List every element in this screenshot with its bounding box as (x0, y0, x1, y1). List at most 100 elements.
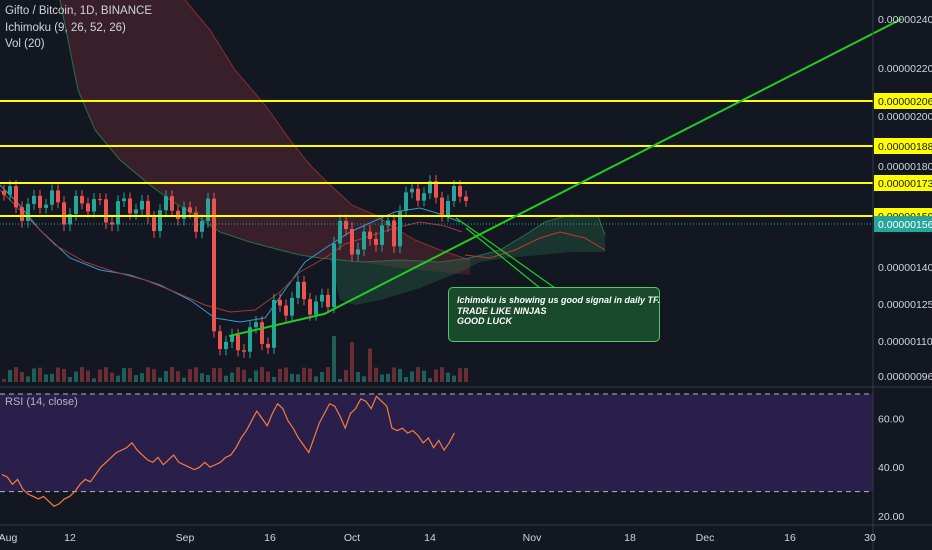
ichimoku-legend[interactable]: Ichimoku (9, 26, 52, 26) (5, 21, 126, 34)
volume-bar (242, 369, 246, 382)
volume-bar (452, 375, 456, 382)
candle-body (32, 195, 36, 204)
volume-legend[interactable]: Vol (20) (5, 38, 45, 50)
level-price-label: 0.00000206 (878, 96, 932, 108)
last-price-badge (874, 216, 932, 233)
time-tick-label: 14 (424, 532, 436, 544)
level-price-badge (874, 93, 932, 109)
volume-bar (386, 373, 390, 382)
volume-bar (230, 372, 234, 382)
candle-body (26, 203, 30, 221)
candle-body (362, 231, 366, 250)
annotation-callout[interactable]: Ichimoku is showing us good signal in da… (448, 287, 660, 342)
volume-bar (182, 377, 186, 382)
symbol-title[interactable]: Gifto / Bitcoin, 1D, BINANCE (5, 5, 152, 17)
candle-body (122, 198, 126, 202)
time-tick-label: Nov (523, 532, 542, 544)
volume-bar (392, 367, 396, 382)
candle-body (266, 343, 270, 348)
trendline[interactable] (228, 18, 902, 338)
candle-body (416, 188, 420, 201)
volume-bar (104, 367, 108, 382)
candle-body (386, 220, 390, 226)
callout-pointer (465, 227, 541, 289)
volume-bar (458, 368, 462, 382)
volume-bar (302, 367, 306, 382)
time-tick-label: 12 (64, 532, 76, 544)
volume-bar (236, 367, 240, 382)
candle-body (320, 294, 324, 302)
candle-body (404, 192, 408, 211)
candle-body (356, 249, 360, 255)
candle-body (332, 243, 336, 308)
volume-bar (416, 367, 420, 382)
candle-body (110, 222, 114, 225)
volume-bar (380, 374, 384, 382)
volume-bar (56, 367, 60, 382)
volume-bar (188, 369, 192, 382)
volume-bar (248, 378, 252, 382)
candle-body (284, 305, 288, 316)
candle-body (164, 196, 168, 211)
candle-body (206, 198, 210, 222)
volume-bar (128, 367, 132, 382)
volume-bar (254, 370, 258, 382)
volume-bar (332, 336, 336, 382)
senkou-span-a (59, 0, 606, 263)
candle-body (326, 294, 330, 308)
candle-body (104, 199, 108, 223)
volume-bar (464, 367, 468, 382)
volume-bar (434, 369, 438, 382)
candle-body (188, 207, 192, 213)
volume-bar (314, 376, 318, 382)
volume-bar (440, 367, 444, 382)
volume-bar (272, 376, 276, 382)
candle-body (8, 186, 12, 195)
ichimoku-cloud-bearish (60, 0, 470, 275)
volume-bar (374, 367, 378, 382)
volume-bar (2, 379, 6, 382)
candle-body (86, 203, 90, 212)
volume-bar (92, 378, 96, 382)
volume-bar (404, 377, 408, 382)
price-tick-label: 0.00000200 (878, 111, 932, 123)
time-tick-label: 16 (784, 532, 796, 544)
senkou-span-b (184, 0, 471, 261)
annotation-line-3: GOOD LUCK (457, 316, 512, 326)
candle-body (398, 210, 402, 247)
rsi-legend[interactable]: RSI (14, close) (5, 396, 78, 408)
candle-body (140, 200, 144, 210)
volume-bar (338, 378, 342, 382)
volume-bar (284, 367, 288, 382)
level-price-badge (874, 175, 932, 191)
candle-body (452, 186, 456, 201)
candle-body (74, 195, 78, 215)
volume-bar (32, 368, 36, 382)
volume-bar (350, 342, 354, 382)
candle-body (248, 327, 252, 352)
volume-bar (428, 378, 432, 382)
volume-bar (422, 370, 426, 382)
candle-body (260, 322, 264, 344)
rsi-tick-label: 20.00 (878, 511, 904, 523)
candle-body (374, 238, 378, 245)
volume-bar (446, 372, 450, 382)
price-tick-label: 0.00000110 (878, 336, 932, 348)
callout-pointer (455, 217, 556, 289)
candle-body (242, 350, 246, 352)
candle-body (272, 299, 276, 348)
tenkan-sen-line (0, 184, 461, 323)
candle-body (308, 299, 312, 315)
candle-body (458, 186, 462, 197)
candle-body (230, 334, 234, 342)
volume-bar (218, 368, 222, 382)
candle-body (38, 195, 42, 208)
volume-bar (260, 367, 264, 382)
level-price-badge (874, 138, 932, 154)
volume-bar (164, 370, 168, 382)
candle-body (224, 341, 228, 350)
ichimoku-cloud-bullish (330, 215, 605, 305)
last-price-label: 0.00000156 (878, 219, 932, 231)
